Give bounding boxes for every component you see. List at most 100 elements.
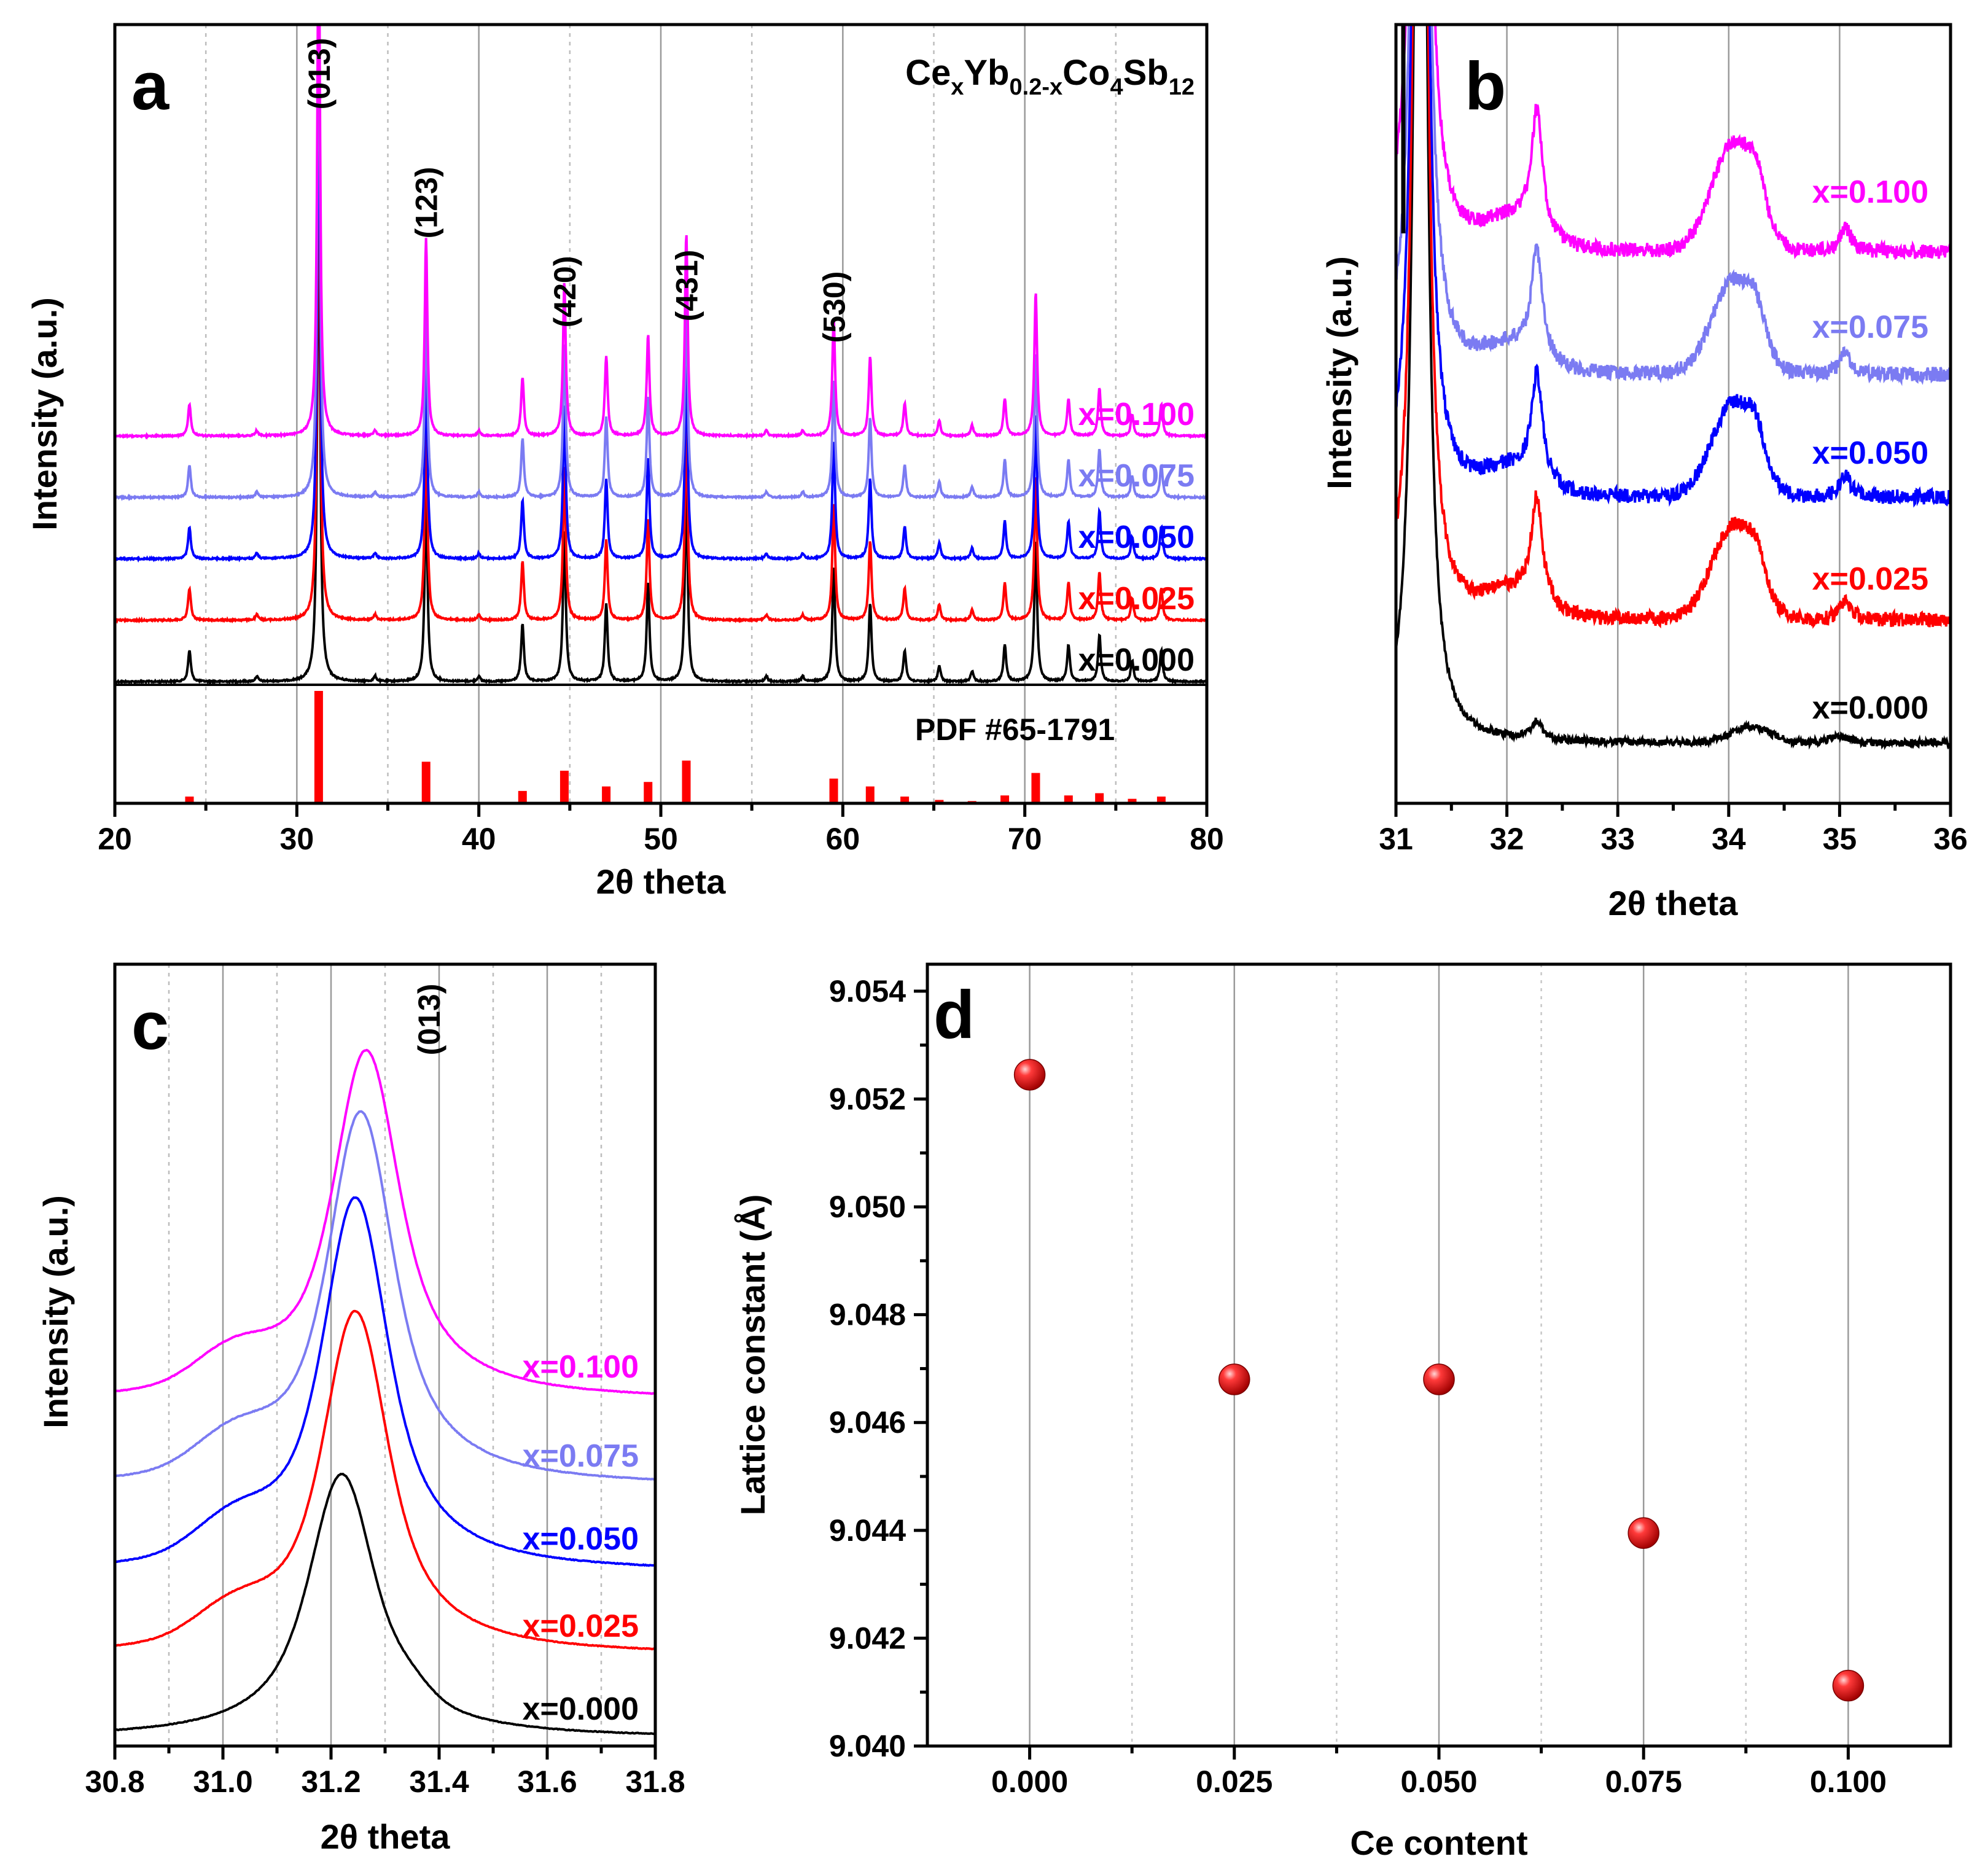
panel-c-xtick-label: 31.2 xyxy=(301,1764,361,1799)
panel-a-series-lines xyxy=(115,25,1207,685)
panel-b-xtick-label: 33 xyxy=(1600,822,1635,856)
panel-c-series-line xyxy=(115,1110,655,1481)
panel-b-xlabel: 2θ theta xyxy=(1608,884,1739,922)
panel-c-ylabel: Intensity (a.u.) xyxy=(36,1195,75,1429)
panel-d: 0.000 0.025 0.050 0.075 0.100 9.040 9.042 9.044… xyxy=(733,962,1952,1862)
panel-a-peak-label: (420) xyxy=(548,256,582,328)
panel-d-xlabel: Ce content xyxy=(1350,1823,1527,1862)
panel-d-ytick-label: 9.052 xyxy=(829,1082,906,1116)
panel-d-label: d xyxy=(934,977,975,1053)
panel-a-series-line xyxy=(115,25,1207,502)
panel-c-xtick-label: 31.0 xyxy=(193,1764,252,1799)
panel-a-reference-stick xyxy=(900,797,910,803)
panel-c-series-line xyxy=(115,1309,655,1651)
panel-a-xticks: 20 30 40 50 60 70 80 xyxy=(98,803,1224,856)
panel-b-xtick-label: 32 xyxy=(1490,822,1524,856)
panel-b-xtick-label: 35 xyxy=(1823,822,1857,856)
panel-a-reference-stick xyxy=(185,797,194,803)
panel-b-legend: x=0.000 x=0.025 x=0.050 x=0.075 x=0.100 xyxy=(1812,174,1928,726)
panel-d-ytick-label: 9.046 xyxy=(829,1405,906,1440)
panel-a-xlabel: 2θ theta xyxy=(596,862,727,901)
panel-d-xtick-label: 0.075 xyxy=(1605,1764,1682,1799)
panel-a-reference-stick xyxy=(865,786,875,803)
panel-d-ytick-label: 9.044 xyxy=(829,1513,906,1548)
panel-d-ytick-label: 9.042 xyxy=(829,1621,906,1655)
panel-a-xtick-label: 40 xyxy=(462,822,496,856)
panel-a-xtick-label: 20 xyxy=(98,822,132,856)
panel-d-xtick-label: 0.100 xyxy=(1810,1764,1887,1799)
panel-c-series-line xyxy=(115,1472,655,1736)
panel-a-reference-stick xyxy=(1156,797,1166,803)
panel-c-legend-entry: x=0.000 xyxy=(523,1691,639,1727)
panel-a-xtick-label: 30 xyxy=(280,822,314,856)
panel-b-series-line xyxy=(1396,25,1951,750)
panel-b-xtick-label: 34 xyxy=(1712,822,1746,856)
panel-c: 30.8 31.0 31.2 31.4 31.6 31.8 c 2θ theta Inte… xyxy=(36,962,685,1856)
panel-c-xlabel: 2θ theta xyxy=(321,1817,451,1856)
panel-c-grid xyxy=(168,964,602,1746)
panel-d-data-point xyxy=(1423,1363,1455,1395)
panel-c-legend-entry: x=0.075 xyxy=(523,1438,639,1474)
panel-c-xtick-label: 31.4 xyxy=(409,1764,469,1799)
panel-a-reference-stick xyxy=(682,760,691,803)
panel-c-legend-entry: x=0.100 xyxy=(523,1349,639,1385)
panel-a-reference-stick xyxy=(518,790,527,803)
panel-c-series-line xyxy=(115,1196,655,1567)
panel-a-grid xyxy=(205,25,1117,803)
panel-c-peak-label: (013) xyxy=(412,984,446,1056)
panel-d-data-point xyxy=(1013,1059,1046,1091)
panel-c-series-lines xyxy=(115,1048,655,1736)
panel-d-ytick-label: 9.050 xyxy=(829,1190,906,1224)
panel-a-peak-label: (123) xyxy=(410,167,444,239)
panel-a-xtick-label: 60 xyxy=(826,822,860,856)
panel-d-ytick-label: 9.040 xyxy=(829,1729,906,1763)
panel-c-xtick-label: 31.6 xyxy=(517,1764,577,1799)
panel-c-label: c xyxy=(131,988,169,1064)
panel-c-legend-entry: x=0.050 xyxy=(523,1521,639,1557)
panel-b-legend-entry: x=0.000 xyxy=(1812,690,1928,726)
panel-a-reference-stick xyxy=(1128,798,1137,803)
panel-a-reference-stick xyxy=(421,762,431,803)
panel-d-grid xyxy=(1029,964,1849,1746)
panel-c-xticks: 30.8 31.0 31.2 31.4 31.6 31.8 xyxy=(85,1746,685,1799)
panel-b-series-line xyxy=(1396,25,1951,386)
panel-a-reference-sticks xyxy=(185,691,1166,803)
panel-b-series-line xyxy=(1396,25,1951,629)
panel-d-data-point xyxy=(1627,1517,1659,1549)
panel-b-ylabel: Intensity (a.u.) xyxy=(1320,256,1358,489)
panel-a-series-line xyxy=(115,165,1207,685)
panel-a-label: a xyxy=(131,49,170,124)
panel-a: 20 30 40 50 60 70 80 a CexYb0.2-xCo4Sb12 2θ th… xyxy=(25,23,1224,901)
panel-a-peak-label: (431) xyxy=(669,250,704,322)
panel-b-series-line xyxy=(1396,25,1951,260)
panel-a-reference-label: PDF #65-1791 xyxy=(915,712,1115,747)
panel-a-series-line xyxy=(115,25,1207,440)
panel-b-xtick-label: 36 xyxy=(1933,822,1968,856)
panel-b-legend-entry: x=0.075 xyxy=(1812,310,1928,345)
panel-a-reference-stick xyxy=(1000,795,1010,803)
panel-d-ytick-label: 9.054 xyxy=(829,974,906,1008)
panel-b-frame xyxy=(1394,23,1952,805)
panel-a-reference-stick xyxy=(935,800,944,803)
panel-b-xticks: 31 32 33 34 35 36 xyxy=(1379,803,1968,856)
panel-d-ytick-label: 9.048 xyxy=(829,1298,906,1332)
panel-a-reference-stick xyxy=(1064,795,1073,803)
panel-a-legend-entry: x=0.025 xyxy=(1078,581,1195,617)
panel-a-reference-stick xyxy=(1095,793,1104,803)
panel-d-data-point xyxy=(1832,1669,1865,1702)
panel-a-peak-label: (013) xyxy=(302,38,337,110)
panel-a-legend-entry: x=0.100 xyxy=(1078,397,1195,432)
panel-a-reference-stick xyxy=(314,691,323,803)
panel-d-ticks: 0.000 0.025 0.050 0.075 0.100 9.040 9.042 9.044… xyxy=(829,974,1887,1799)
panel-b-legend-entry: x=0.025 xyxy=(1812,561,1928,597)
panel-c-legend: x=0.000 x=0.025 x=0.050 x=0.075 x=0.100 xyxy=(523,1349,639,1727)
panel-a-legend-entry: x=0.000 xyxy=(1078,642,1195,678)
panel-a-legend-entry: x=0.075 xyxy=(1078,458,1195,494)
panel-b-grid xyxy=(1506,25,1841,803)
panel-d-xtick-label: 0.000 xyxy=(991,1764,1068,1799)
panel-d-ylabel: Lattice constant (Å) xyxy=(733,1195,772,1516)
panel-a-title: CexYb0.2-xCo4Sb12 xyxy=(905,53,1195,100)
panel-d-points xyxy=(1013,1059,1865,1702)
panel-a-xtick-label: 80 xyxy=(1190,822,1224,856)
panel-b: 31 32 33 34 35 36 b 2θ theta Intensity (a.u.)… xyxy=(1320,23,1968,922)
